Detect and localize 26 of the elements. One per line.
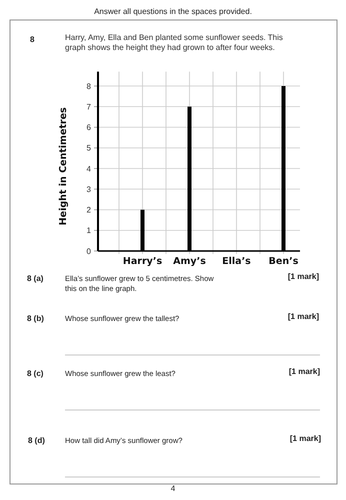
text: [1 mark] <box>288 367 320 376</box>
text: Answer all questions in the spaces provided. <box>94 7 252 16</box>
text: [1 mark] <box>290 434 322 443</box>
text: [1 mark] <box>288 272 320 281</box>
text: 8 (a) <box>27 274 44 283</box>
chart-title: Harry, Amy, Ella and Ben planted some sunflower seeds. This graph shows the height they had grown to after four weeks. <box>65 33 283 52</box>
x-tick-label: Ben’s <box>268 256 299 267</box>
y-tick-label: 7 <box>86 102 92 112</box>
y-tick-label: 8 <box>86 82 92 91</box>
y-tick-label: 3 <box>86 184 92 194</box>
y-tick-label: 0 <box>86 246 92 256</box>
x-tick-label: Amy’s <box>173 256 206 267</box>
y-tick-label: 2 <box>86 206 92 215</box>
text: [1 mark] <box>288 312 320 321</box>
text: 4 <box>170 484 176 493</box>
y-tick-label: 5 <box>86 144 92 153</box>
text: 8 <box>30 35 35 44</box>
y-axis-title: Height in Centimetres <box>58 106 69 226</box>
text: 8 (d) <box>28 436 46 445</box>
x-tick-label: Ella’s <box>222 256 252 267</box>
y-tick-label: 1 <box>86 226 92 236</box>
x-tick-label: Harry’s <box>122 256 162 267</box>
text: 8 (c) <box>27 369 44 378</box>
y-tick-label: 4 <box>86 164 92 174</box>
y-tick-label: 6 <box>86 123 92 132</box>
text: 8 (b) <box>27 314 44 323</box>
